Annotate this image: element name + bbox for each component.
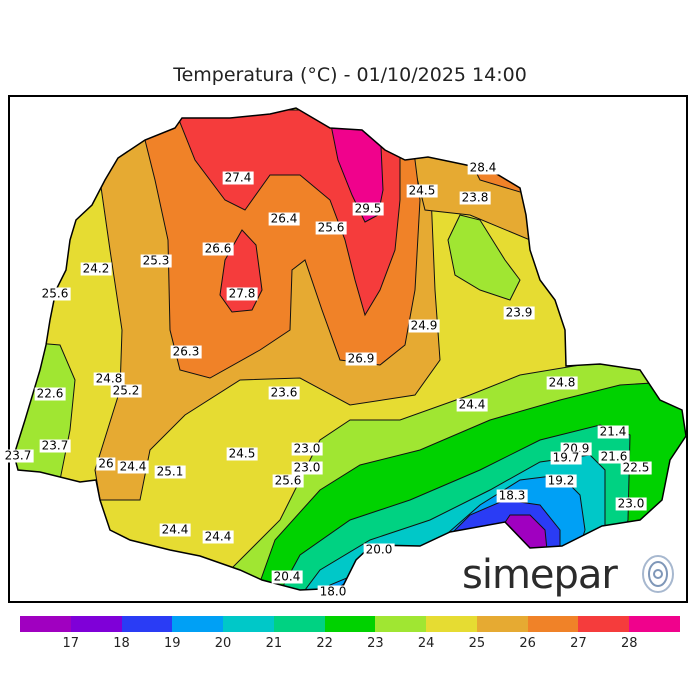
colorbar-tick-label: 27 [570, 636, 587, 651]
colorbar-swatch [324, 616, 376, 632]
contour-label: 25.2 [110, 383, 142, 398]
contour-label: 26.4 [268, 211, 300, 226]
contour-label: 19.7 [550, 450, 582, 465]
contour-label: 24.2 [80, 261, 112, 276]
contour-label: 20.0 [363, 542, 395, 557]
contour-label: 19.2 [545, 473, 577, 488]
contour-label: 18.0 [317, 584, 349, 599]
colorbar-tick-label: 26 [519, 636, 536, 651]
colorbar-tick-label: 20 [214, 636, 232, 651]
colorbar-swatch [273, 616, 325, 632]
contour-label: 25.6 [39, 286, 71, 301]
contour-label: 18.3 [496, 488, 528, 503]
contour-label: 28.4 [467, 160, 499, 175]
contour-label: 29.5 [352, 201, 384, 216]
contour-label: 24.5 [226, 446, 258, 461]
contour-label: 21.4 [597, 424, 629, 439]
colorbar-swatch [629, 616, 680, 632]
contour-label: 24.4 [159, 522, 191, 537]
contour-label: 24.4 [117, 459, 149, 474]
colorbar-swatch [223, 616, 274, 632]
contour-label: 24.8 [93, 371, 125, 386]
contour-label: 20.4 [271, 569, 303, 584]
contour-label: 26.6 [202, 241, 234, 256]
colorbar-swatch [20, 616, 71, 632]
colorbar-tick-label: 18 [113, 636, 130, 651]
contour-label: 26 [96, 456, 116, 471]
contour-label: 23.9 [503, 305, 535, 320]
contour-label: 24.5 [406, 183, 438, 198]
colorbar-swatch [375, 616, 427, 632]
contour-label: 23.0 [291, 441, 323, 456]
colorbar-tick-label: 28 [620, 636, 638, 651]
contour-label: 27.8 [226, 286, 258, 301]
contour-label: 24.9 [408, 318, 440, 333]
colorbar-swatch [578, 616, 630, 632]
map-title: Temperatura (°C) - 01/10/2025 14:00 [173, 64, 527, 86]
colorbar-tick-label: 24 [417, 636, 435, 651]
map-frame [8, 95, 688, 603]
colorbar [20, 616, 680, 632]
contour-label: 24.4 [456, 397, 488, 412]
contour-label: 23.0 [291, 460, 323, 475]
region-23-24-east [447, 214, 521, 301]
radio-waves-icon [642, 555, 674, 593]
colorbar-tick-label: 21 [265, 636, 283, 651]
simepar-logo: simepar [462, 552, 618, 598]
colorbar-swatch [121, 616, 173, 632]
colorbar-swatch [476, 616, 528, 632]
contour-label: 25.6 [272, 473, 304, 488]
contour-label: 25.1 [154, 464, 186, 479]
colorbar-swatch [527, 616, 579, 632]
colorbar-tick-label: 17 [62, 636, 80, 651]
contour-label: 23.0 [615, 496, 647, 511]
contour-label: 26.3 [170, 344, 202, 359]
colorbar-tick-label: 19 [164, 636, 181, 651]
contour-label: 23.6 [268, 385, 300, 400]
contour-label: 25.3 [140, 253, 172, 268]
contour-label: 22.5 [620, 460, 652, 475]
contour-label: 25.6 [315, 220, 347, 235]
contour-label: 26.9 [345, 351, 377, 366]
colorbar-tick-label: 22 [316, 636, 333, 651]
contour-label: 23.7 [2, 448, 34, 463]
colorbar-swatch [70, 616, 122, 632]
contour-label: 23.8 [459, 190, 491, 205]
contour-label: 24.4 [202, 529, 234, 544]
contour-label: 24.8 [546, 375, 578, 390]
colorbar-tick-label: 25 [468, 636, 486, 651]
contour-label: 23.7 [39, 438, 71, 453]
contour-label: 22.6 [34, 386, 66, 401]
colorbar-swatch [426, 616, 477, 632]
contour-label: 27.4 [222, 170, 254, 185]
contour-label: 21.6 [598, 449, 630, 464]
colorbar-tick-label: 23 [367, 636, 384, 651]
colorbar-swatch [172, 616, 224, 632]
